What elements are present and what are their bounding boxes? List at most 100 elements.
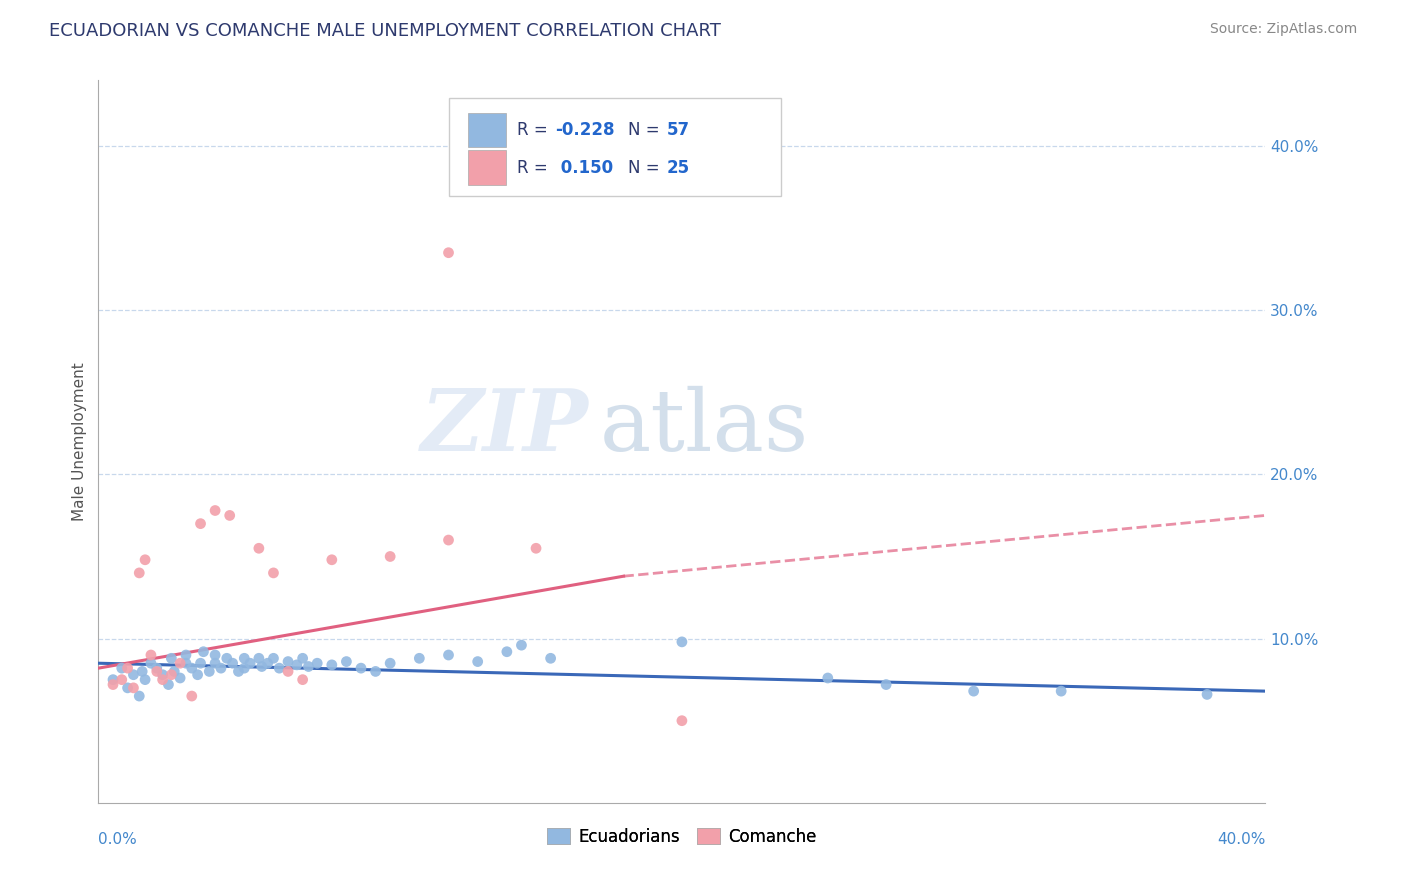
- Point: [122, 681, 145, 695]
- Point: [111, 673, 134, 687]
- Point: [128, 689, 150, 703]
- Point: [128, 566, 150, 580]
- Text: N =: N =: [628, 159, 665, 177]
- Point: [146, 665, 169, 679]
- Point: [204, 657, 226, 671]
- Point: [221, 657, 243, 671]
- Point: [671, 635, 693, 649]
- Point: [174, 657, 197, 671]
- Point: [269, 661, 291, 675]
- Point: [335, 655, 357, 669]
- Point: [134, 673, 156, 687]
- Point: [496, 645, 519, 659]
- Point: [291, 673, 314, 687]
- Point: [180, 661, 202, 675]
- Point: [198, 665, 221, 679]
- Point: [187, 667, 209, 681]
- Point: [380, 549, 402, 564]
- FancyBboxPatch shape: [468, 151, 506, 185]
- Point: [297, 659, 319, 673]
- Text: R =: R =: [517, 121, 554, 139]
- Point: [380, 657, 402, 671]
- Text: 0.150: 0.150: [555, 159, 613, 177]
- Text: atlas: atlas: [600, 385, 810, 468]
- Point: [671, 714, 693, 728]
- Point: [169, 671, 191, 685]
- Text: 25: 25: [666, 159, 690, 177]
- Point: [117, 661, 139, 675]
- Point: [160, 651, 183, 665]
- Text: 40.0%: 40.0%: [1218, 831, 1265, 847]
- Point: [239, 657, 262, 671]
- Text: -0.228: -0.228: [555, 121, 614, 139]
- FancyBboxPatch shape: [468, 112, 506, 147]
- Point: [215, 651, 238, 665]
- Point: [262, 651, 284, 665]
- Point: [204, 503, 226, 517]
- Point: [437, 648, 460, 662]
- Text: ECUADORIAN VS COMANCHE MALE UNEMPLOYMENT CORRELATION CHART: ECUADORIAN VS COMANCHE MALE UNEMPLOYMENT…: [49, 22, 721, 40]
- Point: [101, 673, 124, 687]
- Point: [204, 648, 226, 662]
- Point: [510, 638, 533, 652]
- Text: Source: ZipAtlas.com: Source: ZipAtlas.com: [1209, 22, 1357, 37]
- Point: [277, 655, 299, 669]
- Text: 57: 57: [666, 121, 690, 139]
- Point: [209, 661, 232, 675]
- Point: [350, 661, 373, 675]
- Point: [169, 657, 191, 671]
- Point: [233, 651, 256, 665]
- Legend: Ecuadorians, Comanche: Ecuadorians, Comanche: [540, 821, 824, 852]
- Point: [437, 245, 460, 260]
- Point: [817, 671, 839, 685]
- Text: N =: N =: [628, 121, 665, 139]
- Text: 0.0%: 0.0%: [98, 831, 138, 847]
- Text: ZIP: ZIP: [420, 385, 589, 469]
- Point: [146, 661, 169, 675]
- Point: [262, 566, 284, 580]
- Point: [437, 533, 460, 547]
- Point: [540, 651, 562, 665]
- Point: [190, 516, 212, 531]
- Point: [307, 657, 329, 671]
- Point: [875, 677, 897, 691]
- Point: [111, 661, 134, 675]
- Point: [228, 665, 250, 679]
- Point: [190, 657, 212, 671]
- Point: [152, 667, 174, 681]
- Point: [131, 665, 153, 679]
- Point: [101, 677, 124, 691]
- Point: [233, 661, 256, 675]
- Point: [291, 651, 314, 665]
- Point: [157, 677, 180, 691]
- FancyBboxPatch shape: [449, 98, 782, 196]
- Point: [285, 657, 308, 672]
- Point: [256, 657, 278, 671]
- Text: R =: R =: [517, 159, 554, 177]
- Point: [117, 681, 139, 695]
- Point: [218, 508, 240, 523]
- Point: [139, 648, 162, 662]
- Point: [364, 665, 387, 679]
- Point: [467, 655, 489, 669]
- Point: [139, 657, 162, 671]
- Point: [321, 657, 343, 672]
- Point: [1050, 684, 1073, 698]
- Y-axis label: Male Unemployment: Male Unemployment: [72, 362, 87, 521]
- Point: [160, 667, 183, 681]
- Point: [247, 541, 270, 556]
- Point: [163, 665, 186, 679]
- Point: [524, 541, 547, 556]
- Point: [180, 689, 202, 703]
- Point: [962, 684, 984, 698]
- Point: [174, 648, 197, 662]
- Point: [1195, 687, 1218, 701]
- Point: [152, 673, 174, 687]
- Point: [277, 665, 299, 679]
- Point: [321, 553, 343, 567]
- Point: [122, 667, 145, 681]
- Point: [408, 651, 430, 665]
- Point: [134, 553, 156, 567]
- Point: [193, 645, 215, 659]
- Point: [247, 651, 270, 665]
